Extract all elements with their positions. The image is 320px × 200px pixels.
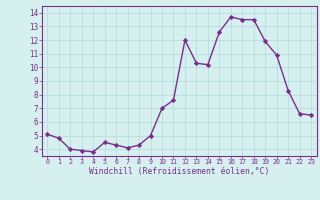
- X-axis label: Windchill (Refroidissement éolien,°C): Windchill (Refroidissement éolien,°C): [89, 167, 269, 176]
